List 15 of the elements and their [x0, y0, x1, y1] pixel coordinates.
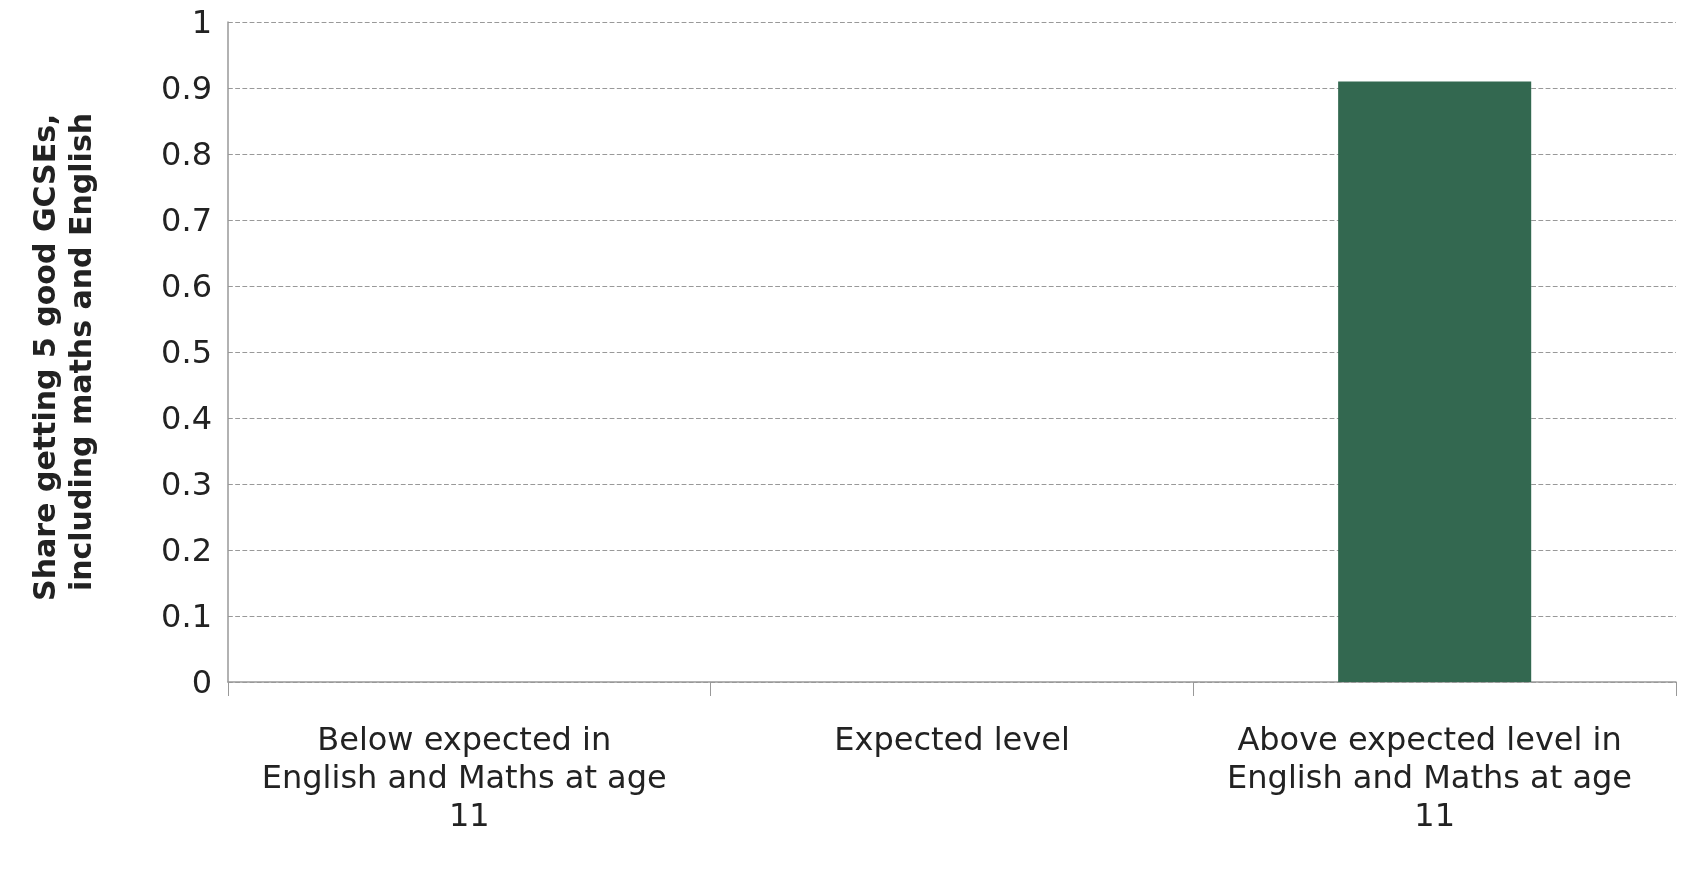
y-tick-label: 0.1 — [161, 597, 212, 635]
y-tick-label: 0.6 — [161, 267, 212, 305]
y-axis-title: Share getting 5 good GCSEs, including maths and English — [26, 103, 98, 601]
y-tick-label: 0.9 — [161, 69, 212, 107]
y-tick-label: 0.4 — [161, 399, 212, 437]
y-tick-label: 0.3 — [161, 465, 212, 503]
x-tick-label: Above expected level in English and Maths at age 11 — [1227, 720, 1643, 834]
y-tick-label: 0 — [191, 663, 212, 701]
y-tick-label: 1 — [191, 3, 212, 41]
y-tick-label: 0.8 — [161, 135, 212, 173]
x-tick-label: Expected level — [834, 720, 1070, 758]
x-tick-label: Below expected in English and Maths at age 11 — [261, 720, 677, 834]
y-tick-label: 0.2 — [161, 531, 212, 569]
y-tick-label: 0.5 — [161, 333, 212, 371]
y-tick-label: 0.7 — [161, 201, 212, 239]
